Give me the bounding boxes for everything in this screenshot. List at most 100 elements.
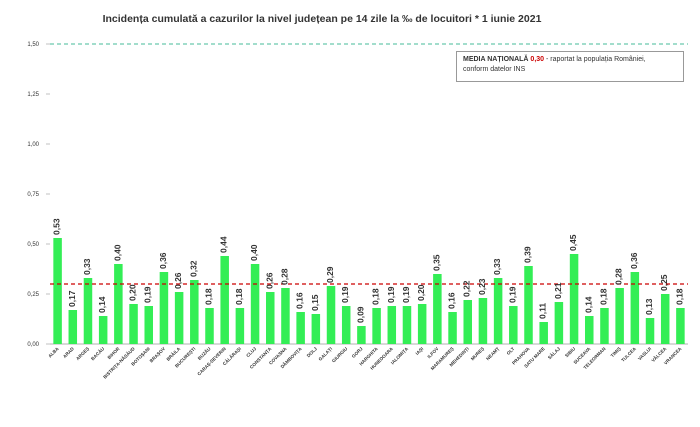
- bar: [524, 266, 533, 344]
- x-tick-label: NEAMȚ: [485, 346, 500, 361]
- note-head: MEDIA NAȚIONALĂ: [463, 56, 529, 63]
- bar: [478, 298, 488, 344]
- value-label: 0,20: [416, 284, 426, 301]
- value-label: 0,28: [614, 268, 624, 285]
- bar: [417, 304, 427, 344]
- value-label: 0,19: [340, 286, 350, 303]
- bar: [433, 274, 442, 344]
- value-label: 0,36: [158, 252, 168, 269]
- value-label: 0,29: [325, 266, 335, 283]
- value-label: 0,16: [295, 292, 305, 309]
- value-label: 0,19: [401, 286, 411, 303]
- x-tick-label: SĂLAJ: [546, 345, 561, 360]
- bar: [83, 278, 93, 344]
- value-label: 0,44: [219, 236, 229, 253]
- value-label: 0,25: [659, 274, 669, 291]
- bar: [129, 304, 138, 344]
- value-label: 0,45: [568, 234, 578, 251]
- value-labels: 0,53 0,17 0,33 0,14 0,40 0,20 0,19 0,36 0,26 0,32…: [52, 218, 685, 323]
- x-tick-label: BIHOR: [107, 346, 121, 360]
- value-label: 0,18: [598, 288, 608, 305]
- value-label: 0,40: [112, 244, 122, 261]
- bar: [174, 292, 184, 344]
- bar: [114, 264, 123, 344]
- value-label: 0,26: [173, 272, 183, 289]
- x-tick-label: OLT: [506, 346, 516, 356]
- bar: [311, 314, 321, 344]
- x-tick-label: BRAȘOV: [149, 346, 168, 365]
- value-label: 0,21: [553, 282, 563, 299]
- value-label: 0,18: [674, 288, 684, 305]
- value-label: 0,53: [52, 218, 62, 235]
- value-label: 0,19: [386, 286, 396, 303]
- y-tick-label: 1,00: [27, 142, 39, 148]
- x-tick-label: TULCEA: [620, 346, 637, 363]
- bar: [341, 306, 351, 344]
- value-label: 0,16: [447, 292, 457, 309]
- value-label: 0,40: [249, 244, 259, 261]
- bar: [144, 306, 153, 344]
- y-tick-label: 0,75: [27, 192, 39, 198]
- x-tick-label: IAȘI: [415, 346, 426, 357]
- value-label: 0,18: [234, 288, 244, 305]
- value-label: 0,22: [462, 280, 472, 297]
- bar: [630, 272, 640, 344]
- y-tick-label: 0,50: [27, 242, 39, 248]
- bar: [660, 294, 670, 344]
- bar: [463, 300, 472, 344]
- bar: [448, 312, 457, 344]
- bar: [569, 254, 579, 344]
- value-label: 0,33: [492, 258, 502, 275]
- bar: [220, 256, 229, 344]
- bar: [250, 264, 260, 344]
- value-label: 0,19: [507, 286, 517, 303]
- value-label: 0,39: [523, 246, 533, 263]
- bar: [296, 312, 305, 344]
- x-tick-label: ILFOV: [426, 346, 440, 360]
- y-axis: 0,00 0,25 0,50 0,75 1,00 1,25 1,50: [27, 42, 50, 348]
- x-tick-label: ARGEȘ: [75, 346, 91, 362]
- bar: [615, 288, 624, 344]
- x-tick-label: TIMIȘ: [610, 346, 623, 359]
- bar: [554, 302, 564, 344]
- bar: [205, 308, 214, 344]
- bar: [235, 308, 245, 344]
- x-tick-label: BACĂU: [89, 345, 105, 361]
- value-label: 0,13: [644, 298, 654, 315]
- x-axis: ALBA ARAD ARGEȘ BACĂU BIHORBISTRIȚA-NĂSĂUDBO…: [47, 345, 683, 380]
- bar: [509, 306, 518, 344]
- value-label: 0,09: [355, 306, 365, 323]
- x-tick-label: ALBA: [47, 346, 60, 359]
- x-tick-label: SIBIU: [564, 346, 577, 359]
- value-label: 0,18: [204, 288, 214, 305]
- bar: [98, 316, 108, 344]
- y-tick-label: 0,00: [27, 342, 39, 348]
- value-label: 0,32: [188, 260, 198, 277]
- chart-title: Incidența cumulată a cazurilor la nivel …: [103, 13, 542, 25]
- value-label: 0,23: [477, 278, 487, 295]
- x-tick-label: ARAD: [62, 346, 75, 359]
- value-label: 0,11: [538, 303, 548, 319]
- bar: [676, 308, 685, 344]
- value-label: 0,33: [82, 258, 92, 275]
- value-label: 0,36: [629, 252, 639, 269]
- y-tick-label: 1,25: [27, 92, 39, 98]
- value-label: 0,14: [583, 296, 593, 313]
- bar: [539, 322, 548, 344]
- y-tick-label: 1,50: [27, 42, 39, 48]
- value-label: 0,35: [431, 254, 441, 271]
- x-tick-label: CLUJ: [245, 346, 257, 358]
- bar: [281, 288, 290, 344]
- value-label: 0,19: [143, 286, 153, 303]
- value-label: 0,18: [371, 288, 381, 305]
- value-label: 0,26: [264, 272, 274, 289]
- bar: [190, 280, 199, 344]
- value-label: 0,28: [279, 268, 289, 285]
- value-label: 0,17: [67, 290, 77, 307]
- bar: [402, 306, 412, 344]
- bar: [387, 306, 397, 344]
- national-average-note: MEDIA NAȚIONALĂ 0,30 - raportat la popul…: [456, 51, 684, 82]
- note-value: 0,30: [530, 56, 545, 63]
- x-tick-label: DOLJ: [306, 346, 319, 359]
- value-label: 0,20: [128, 284, 138, 301]
